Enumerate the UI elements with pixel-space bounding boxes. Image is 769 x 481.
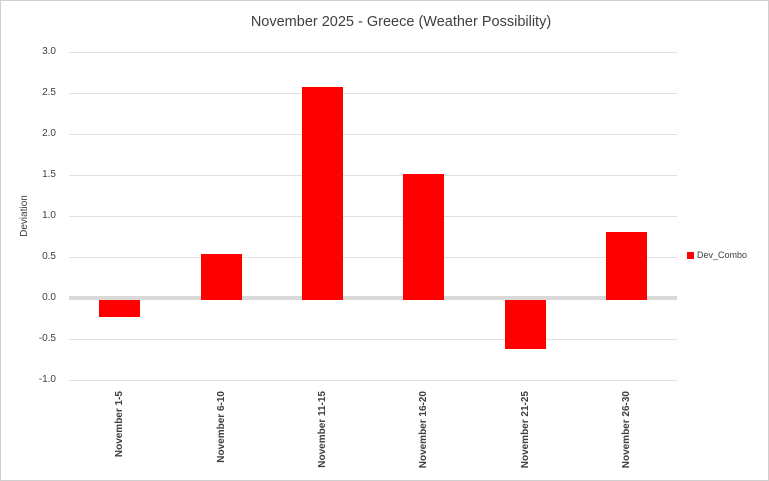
gridline [69,175,677,176]
bar [504,300,546,349]
x-axis-label: November 1-5 [114,391,126,458]
zero-axis-line [69,296,677,300]
y-tick-label: 1.0 [42,210,56,221]
x-axis-label: November 21-25 [519,391,531,469]
gridline [69,380,677,381]
x-axis-label: November 16-20 [418,391,430,469]
bar [99,300,141,317]
y-tick-label: 1.5 [42,169,56,180]
y-tick-label: 3.0 [42,46,56,57]
gridline [69,216,677,217]
legend-swatch-icon [687,251,694,259]
y-tick-label: 0.0 [42,292,56,303]
bar [200,253,242,300]
y-tick-label: -0.5 [38,333,56,344]
y-tick-label: -1.0 [38,374,56,385]
bar [605,232,647,300]
gridline [69,93,677,94]
gridline [69,257,677,258]
bar [301,87,343,300]
y-tick-label: 2.5 [42,87,56,98]
gridline [69,52,677,53]
x-axis-label: November 11-15 [316,391,328,468]
gridline [69,134,677,135]
legend-label: Dev_Combo [697,250,748,260]
x-axis-label: November 26-30 [620,391,632,469]
y-tick-label: 0.5 [42,251,56,262]
y-tick-label: 2.0 [42,128,56,139]
bar [403,174,445,300]
chart-title: November 2025 - Greece (Weather Possibil… [250,14,552,30]
plot-area [69,52,677,381]
gridline [69,339,677,340]
x-axis-label: November 6-10 [215,391,227,463]
legend: Dev_Combo [687,250,747,260]
